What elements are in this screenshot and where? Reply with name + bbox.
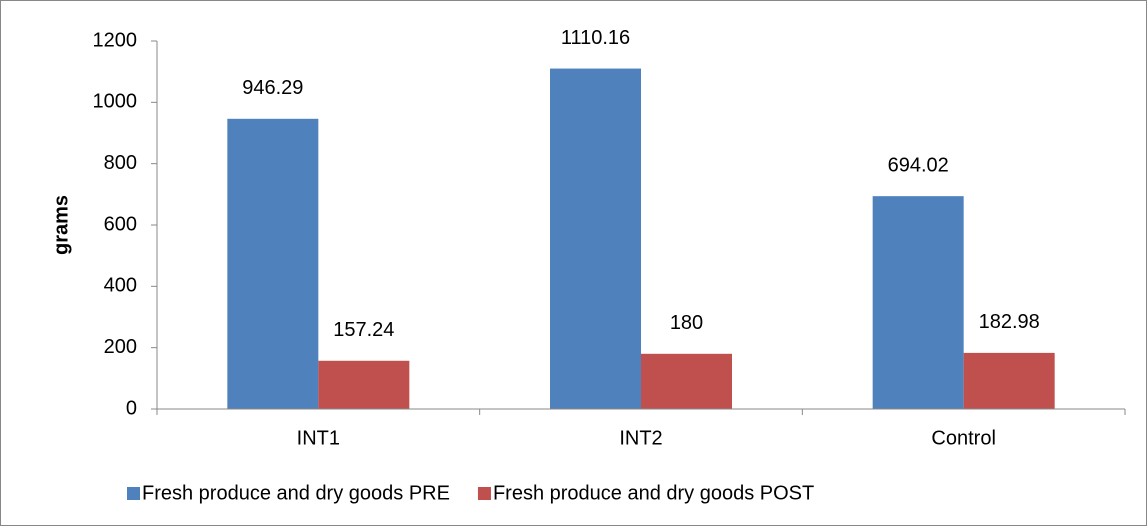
data-label: 157.24 [333, 319, 394, 341]
y-tick-label: 1200 [93, 29, 138, 51]
data-label: 946.29 [242, 77, 303, 99]
x-tick-label: Control [931, 427, 995, 449]
y-tick-label: 600 [104, 213, 137, 235]
legend-label: Fresh produce and dry goods PRE [142, 482, 450, 504]
y-tick-label: 800 [104, 152, 137, 174]
bar [872, 196, 964, 409]
bar [963, 352, 1055, 409]
y-tick-label: 1000 [93, 91, 138, 113]
y-tick-label: 400 [104, 275, 137, 297]
data-label: 1110.16 [561, 27, 630, 49]
bar [641, 353, 732, 409]
bar [318, 360, 410, 409]
legend-label: Fresh produce and dry goods POST [493, 482, 814, 504]
bar [227, 118, 319, 410]
legend-swatch [477, 487, 491, 500]
data-label: 182.98 [979, 311, 1040, 333]
y-axis-label: grams [50, 195, 72, 255]
x-tick-label: INT1 [297, 427, 340, 449]
legend-swatch [127, 487, 140, 500]
data-label: 180 [670, 312, 703, 334]
y-tick-label: 0 [126, 397, 137, 419]
data-label: 694.02 [888, 154, 949, 176]
bar [550, 68, 641, 409]
y-tick-label: 200 [104, 336, 137, 358]
x-tick-label: INT2 [619, 427, 662, 449]
